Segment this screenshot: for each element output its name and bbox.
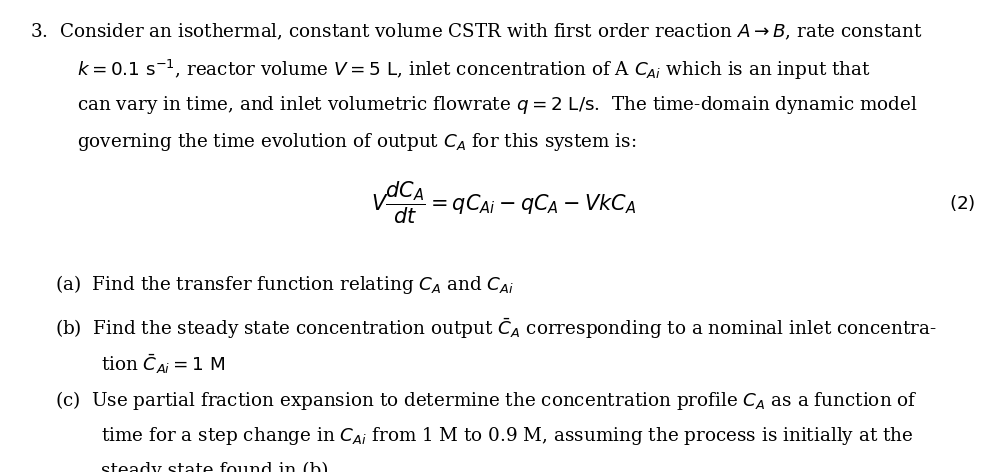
Text: $k = 0.1\ \mathrm{s}^{-1}$, reactor volume $V = 5\ \mathrm{L}$, inlet concentrat: $k = 0.1\ \mathrm{s}^{-1}$, reactor volu… bbox=[77, 58, 870, 82]
Text: $(2)$: $(2)$ bbox=[950, 193, 976, 213]
Text: time for a step change in $C_{Ai}$ from 1 M to 0.9 M, assuming the process is in: time for a step change in $C_{Ai}$ from … bbox=[101, 425, 913, 447]
Text: 3.  Consider an isothermal, constant volume CSTR with first order reaction $A \r: 3. Consider an isothermal, constant volu… bbox=[30, 21, 922, 42]
Text: (b)  Find the steady state concentration output $\bar{C}_A$ corresponding to a n: (b) Find the steady state concentration … bbox=[55, 316, 937, 341]
Text: (c)  Use partial fraction expansion to determine the concentration profile $C_A$: (c) Use partial fraction expansion to de… bbox=[55, 389, 918, 412]
Text: steady state found in (b).: steady state found in (b). bbox=[101, 462, 335, 472]
Text: can vary in time, and inlet volumetric flowrate $q = 2\ \mathrm{L/s}$.  The time: can vary in time, and inlet volumetric f… bbox=[77, 94, 917, 117]
Text: governing the time evolution of output $C_A$ for this system is:: governing the time evolution of output $… bbox=[77, 131, 636, 153]
Text: $V\dfrac{dC_A}{dt} = qC_{Ai} - qC_A - VkC_A$: $V\dfrac{dC_A}{dt} = qC_{Ai} - qC_A - Vk… bbox=[372, 180, 636, 226]
Text: tion $\bar{C}_{Ai} = 1\ \mathrm{M}$: tion $\bar{C}_{Ai} = 1\ \mathrm{M}$ bbox=[101, 353, 225, 376]
Text: (a)  Find the transfer function relating $C_A$ and $C_{Ai}$: (a) Find the transfer function relating … bbox=[55, 273, 514, 296]
